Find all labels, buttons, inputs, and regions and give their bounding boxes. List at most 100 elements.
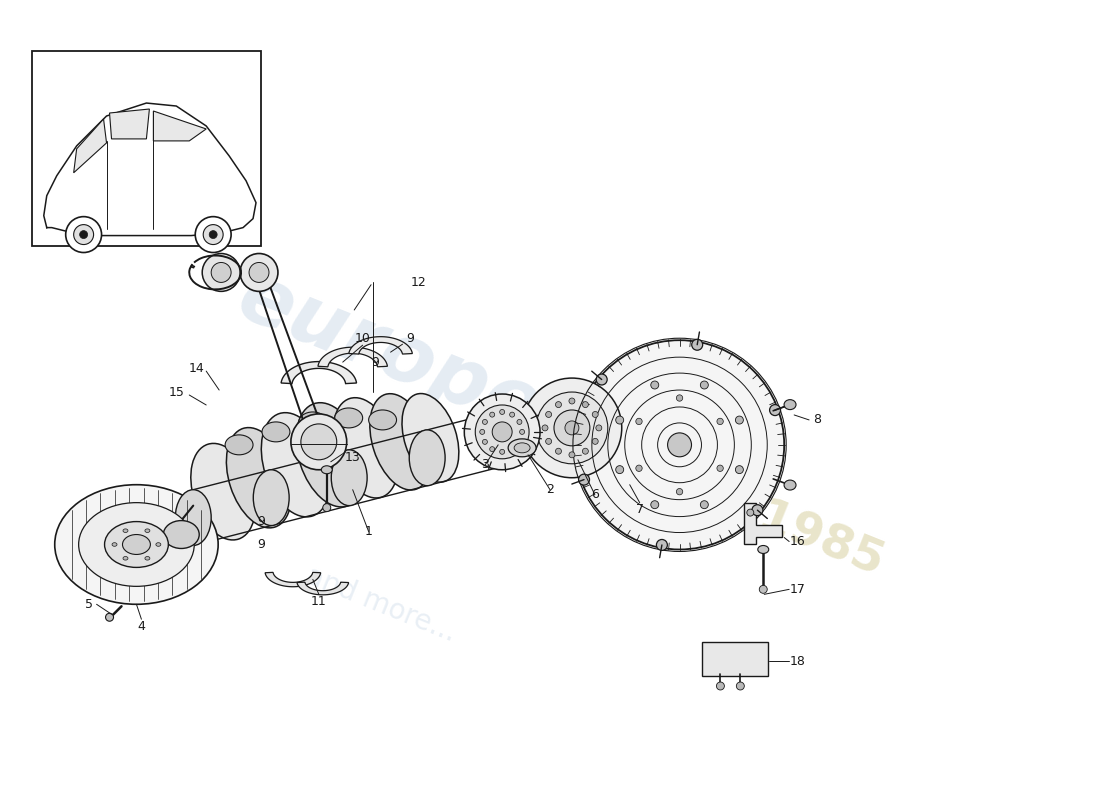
Ellipse shape [249,262,270,282]
Polygon shape [297,582,349,595]
Polygon shape [349,337,412,354]
Polygon shape [74,119,107,173]
Text: 8: 8 [813,414,821,426]
Ellipse shape [368,410,396,430]
Ellipse shape [596,374,607,385]
Ellipse shape [240,254,278,291]
Ellipse shape [701,501,708,509]
Text: 9: 9 [407,332,415,345]
Ellipse shape [651,501,659,509]
Ellipse shape [517,439,521,444]
Ellipse shape [636,418,642,425]
Ellipse shape [190,443,255,540]
Ellipse shape [262,422,290,442]
Ellipse shape [211,262,231,282]
Ellipse shape [701,381,708,389]
Ellipse shape [333,398,398,498]
Text: 9: 9 [257,515,265,528]
Ellipse shape [163,521,199,549]
Ellipse shape [784,480,796,490]
Ellipse shape [334,408,363,428]
Ellipse shape [565,421,579,435]
Text: 9: 9 [257,538,265,551]
Ellipse shape [676,489,683,495]
Ellipse shape [204,225,223,245]
Ellipse shape [514,443,530,453]
Ellipse shape [536,392,608,464]
Ellipse shape [296,402,365,507]
Ellipse shape [784,400,796,410]
Ellipse shape [492,422,513,442]
Ellipse shape [370,394,431,490]
Ellipse shape [736,416,744,424]
Ellipse shape [290,414,346,470]
Ellipse shape [226,435,253,455]
Text: 14: 14 [188,362,205,374]
Text: 5: 5 [85,598,92,610]
Text: 4: 4 [138,620,145,633]
Ellipse shape [569,398,575,404]
Ellipse shape [156,542,161,546]
Ellipse shape [616,466,624,474]
Ellipse shape [542,425,548,431]
Ellipse shape [636,465,642,471]
Text: 18: 18 [789,654,805,667]
Ellipse shape [122,534,151,554]
Ellipse shape [596,425,602,431]
Ellipse shape [475,405,529,458]
Ellipse shape [717,465,724,471]
Ellipse shape [483,419,487,425]
FancyBboxPatch shape [703,642,768,676]
Ellipse shape [522,378,622,478]
Ellipse shape [509,446,515,452]
Ellipse shape [487,410,524,466]
Text: 15: 15 [168,386,184,398]
Ellipse shape [175,490,211,546]
Ellipse shape [657,539,668,550]
Ellipse shape [145,529,150,533]
Polygon shape [745,502,782,545]
Ellipse shape [716,682,725,690]
Ellipse shape [112,542,117,546]
Ellipse shape [499,410,505,414]
Ellipse shape [79,230,88,238]
Ellipse shape [123,529,128,533]
Ellipse shape [747,509,754,516]
Ellipse shape [409,430,446,486]
Ellipse shape [752,505,763,516]
Ellipse shape [78,502,195,586]
Ellipse shape [758,546,769,554]
Text: 6: 6 [591,488,598,501]
Ellipse shape [508,439,536,457]
Text: europeares: europeares [227,258,734,522]
Text: 3: 3 [482,458,490,471]
Ellipse shape [299,412,327,432]
Ellipse shape [55,485,218,604]
Ellipse shape [517,419,521,425]
Ellipse shape [592,438,598,444]
Polygon shape [265,572,321,586]
Polygon shape [110,109,150,139]
Ellipse shape [66,217,101,253]
Text: 17: 17 [789,583,805,596]
Ellipse shape [592,411,598,418]
Ellipse shape [262,413,330,517]
Ellipse shape [322,504,331,512]
Ellipse shape [616,416,624,424]
Ellipse shape [331,450,367,506]
Ellipse shape [519,430,525,434]
Ellipse shape [509,412,515,417]
Text: 7: 7 [636,503,644,516]
Ellipse shape [668,433,692,457]
Ellipse shape [301,424,337,460]
Ellipse shape [321,466,332,474]
Text: 9: 9 [372,356,379,369]
Text: and more...: and more... [301,562,460,647]
Text: 11: 11 [311,594,327,608]
Ellipse shape [195,217,231,253]
Text: 10: 10 [354,332,371,345]
Ellipse shape [579,474,590,485]
Ellipse shape [123,557,128,560]
Ellipse shape [736,466,744,474]
Ellipse shape [759,586,767,594]
